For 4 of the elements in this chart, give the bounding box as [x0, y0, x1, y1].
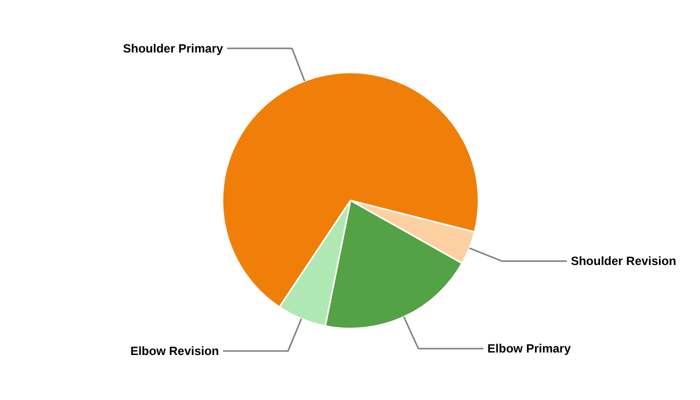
slice-label: Elbow Revision [130, 344, 220, 358]
slice-label: Elbow Primary [487, 342, 572, 356]
slice-label: Shoulder Revision [570, 254, 676, 268]
slice-label: Shoulder Primary [123, 41, 224, 56]
